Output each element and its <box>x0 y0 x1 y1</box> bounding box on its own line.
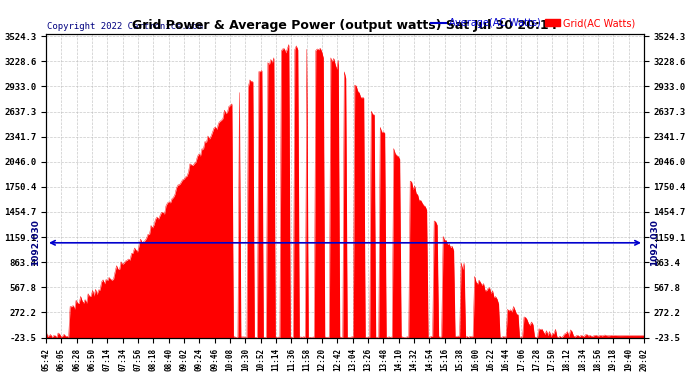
Text: 1092.030: 1092.030 <box>650 219 659 266</box>
Text: Copyright 2022 Cartronics.com: Copyright 2022 Cartronics.com <box>47 22 203 31</box>
Text: 1092.030: 1092.030 <box>31 219 40 266</box>
Title: Grid Power & Average Power (output watts) Sat Jul 30 20:14: Grid Power & Average Power (output watts… <box>132 20 558 33</box>
Legend: Average(AC Watts), Grid(AC Watts): Average(AC Watts), Grid(AC Watts) <box>427 14 639 32</box>
